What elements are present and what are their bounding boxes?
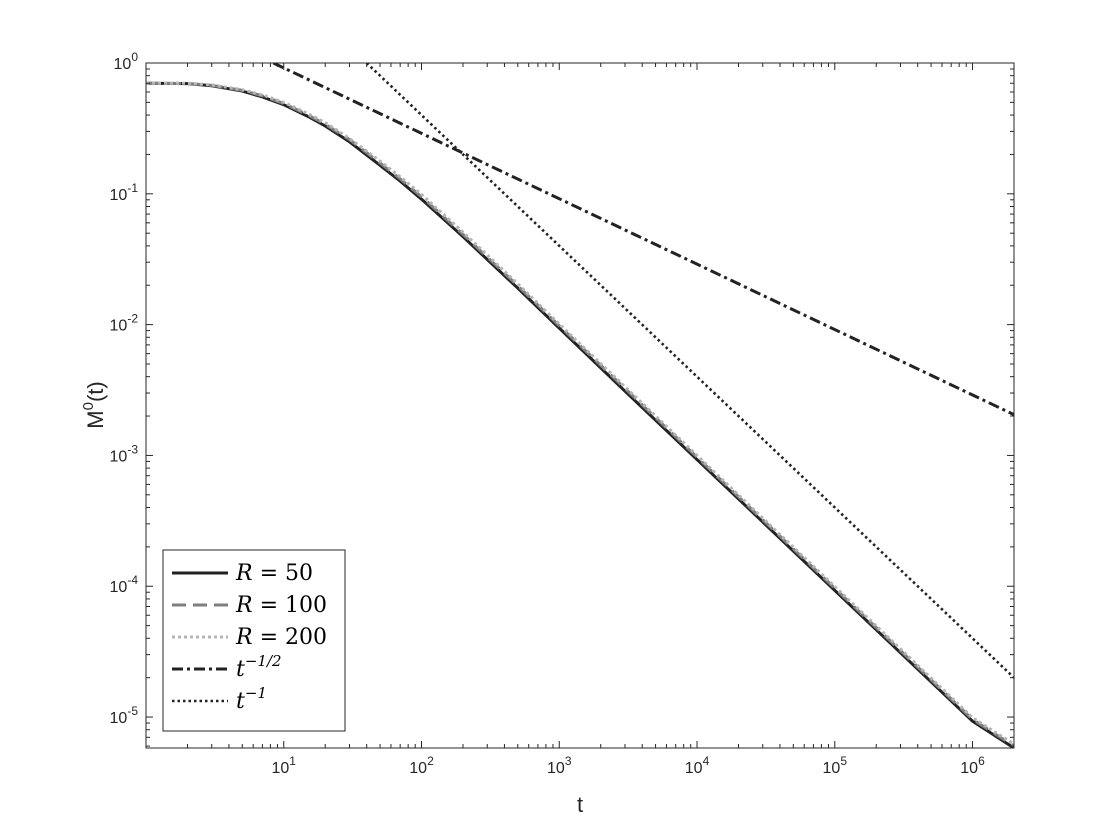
legend-item-2: R = 100 <box>172 593 327 618</box>
series-line-2 <box>146 81 1014 748</box>
x-tick-label: 106 <box>960 754 985 777</box>
legend-item-3: R = 200 <box>172 625 327 650</box>
y-axis-label-base: M <box>83 410 108 428</box>
x-tick-label: 105 <box>823 754 848 777</box>
legend-label: t−1 <box>236 684 267 714</box>
x-tick-label: 104 <box>685 754 710 777</box>
x-tick-label: 103 <box>547 754 572 777</box>
legend-label: R = 200 <box>235 625 327 650</box>
series-layer <box>146 63 1014 748</box>
legend-label: R = 50 <box>235 561 313 586</box>
y-axis-label: M0(t) <box>80 381 108 428</box>
series-line-4 <box>272 63 1014 417</box>
y-tick-label: 10-5 <box>110 704 139 727</box>
tick-labels-layer: 101 102 103 104 105 106 100 10-1 10-2 10-3 10-4 10-… <box>110 50 986 777</box>
x-tick-label: 101 <box>272 754 297 777</box>
y-tick-label: 10-4 <box>110 573 139 596</box>
series-line-5 <box>365 63 1014 679</box>
y-tick-label: 10-2 <box>110 312 139 335</box>
legend-item-4: t−1/2 <box>172 652 282 682</box>
ticks-layer <box>145 62 1015 748</box>
x-tick-label: 102 <box>409 754 434 777</box>
y-axis-label-sup: 0 <box>80 402 97 410</box>
y-tick-label: 100 <box>114 50 139 73</box>
legend-label: R = 100 <box>235 593 327 618</box>
plot-frame <box>145 62 1015 749</box>
legend-item-1: R = 50 <box>172 561 313 586</box>
y-axis-label-tail: (t) <box>83 381 108 402</box>
legend-label: t−1/2 <box>236 652 282 682</box>
legend-item-5: t−1 <box>172 684 267 714</box>
y-tick-label: 10-3 <box>110 442 139 465</box>
x-axis-label: t <box>577 792 583 817</box>
legend-box <box>162 549 346 732</box>
y-tick-label: 10-1 <box>110 181 139 204</box>
